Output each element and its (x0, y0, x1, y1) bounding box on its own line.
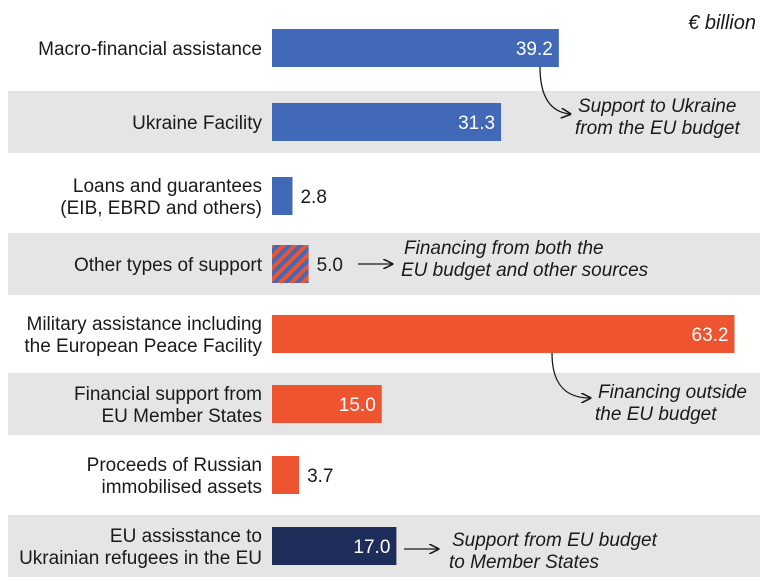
category-label: Proceeds of Russian (87, 455, 262, 476)
annotation-text: Financing from both the (404, 238, 604, 259)
annotation-text: to Member States (449, 552, 599, 573)
category-label: immobilised assets (102, 477, 263, 498)
category-label: the European Peace Facility (24, 336, 262, 357)
bar (272, 29, 559, 67)
bar (272, 315, 735, 353)
bar (272, 245, 309, 283)
value-label: 31.3 (458, 113, 495, 134)
category-label: Other types of support (74, 255, 263, 276)
category-label: EU assisstance to (110, 526, 262, 547)
bar (272, 456, 300, 494)
value-label: 39.2 (516, 39, 553, 60)
unit-label: € billion (688, 12, 756, 34)
bar (272, 385, 382, 423)
category-label: Macro-financial assistance (38, 39, 262, 60)
annotation-text: Support to Ukraine (578, 96, 736, 117)
category-label: (EIB, EBRD and others) (60, 198, 262, 219)
value-label: 5.0 (317, 255, 343, 276)
annotation-text: the EU budget (595, 404, 717, 425)
bar (272, 103, 502, 141)
bar (272, 177, 293, 215)
category-label: Military assistance including (27, 314, 263, 335)
annotation-text: from the EU budget (575, 118, 740, 139)
value-label: 15.0 (339, 395, 376, 416)
category-label: Financial support from (74, 384, 262, 405)
annotation-text: EU budget and other sources (401, 260, 649, 281)
bar (272, 527, 397, 565)
category-label: Loans and guarantees (73, 176, 262, 197)
annotation-text: Financing outside (598, 382, 747, 403)
connector-arrow (551, 352, 590, 398)
annotation-text: Support from EU budget (452, 530, 658, 551)
category-label: Ukraine Facility (132, 113, 262, 134)
connector-arrow (539, 66, 570, 114)
value-label: 2.8 (300, 187, 326, 208)
value-label: 3.7 (307, 466, 333, 487)
category-label: Ukrainian refugees in the EU (19, 548, 262, 569)
value-label: 63.2 (692, 325, 729, 346)
category-label: EU Member States (102, 406, 263, 427)
value-label: 17.0 (353, 537, 390, 558)
row-band (8, 373, 760, 435)
